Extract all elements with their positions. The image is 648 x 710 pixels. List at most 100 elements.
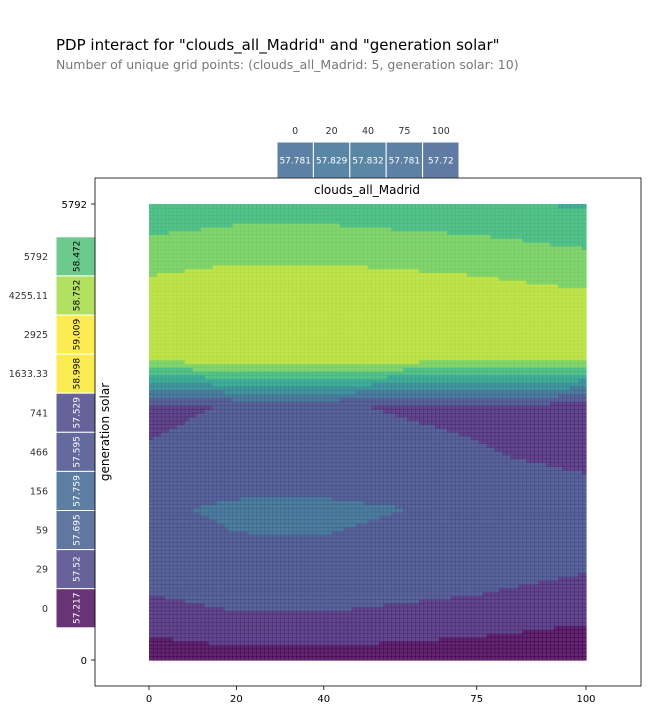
contour-cell [264, 223, 269, 228]
contour-cell [184, 572, 190, 577]
contour-cell [288, 245, 293, 251]
contour-cell [303, 500, 309, 505]
contour-cell [212, 397, 218, 403]
contour-cell [212, 481, 218, 486]
contour-cell [216, 530, 222, 536]
contour-cell [152, 534, 158, 539]
contour-cell [228, 633, 234, 638]
contour-cell [295, 603, 301, 608]
contour-cell [180, 435, 186, 441]
contour-cell [276, 527, 281, 532]
contour-cell [268, 424, 273, 429]
contour-cell [280, 409, 285, 414]
contour-cell [192, 405, 198, 410]
contour-cell [156, 261, 162, 266]
contour-cell [307, 352, 313, 357]
contour-cell [212, 344, 218, 349]
contour-cell [292, 204, 297, 209]
contour-cell [200, 454, 206, 460]
contour-cell [280, 215, 285, 220]
contour-cell [212, 629, 218, 634]
contour-cell [192, 352, 198, 357]
contour-cell [164, 644, 170, 650]
contour-cell [276, 538, 281, 543]
contour-cell [228, 413, 234, 418]
contour-cell [236, 633, 241, 638]
contour-cell [180, 318, 186, 323]
contour-cell [152, 363, 158, 368]
contour-cell [160, 534, 166, 539]
contour-cell [240, 405, 245, 410]
contour-cell [240, 318, 245, 323]
contour-cell [307, 397, 313, 403]
contour-cell [288, 219, 293, 224]
contour-cell [180, 610, 186, 615]
contour-cell [307, 325, 313, 330]
contour-cell [188, 435, 194, 441]
contour-cell [307, 318, 313, 323]
contour-cell [252, 603, 257, 608]
contour-cell [216, 432, 222, 437]
top-marginal-value: 57.829 [316, 157, 348, 167]
contour-cell [224, 553, 230, 558]
contour-cell [284, 508, 289, 513]
contour-cell [228, 492, 234, 498]
contour-cell [240, 447, 245, 452]
contour-cell [168, 508, 174, 513]
contour-cell [212, 242, 218, 247]
contour-cell [299, 295, 305, 300]
contour-cell [260, 211, 265, 216]
contour-cell [236, 371, 241, 376]
contour-cell [216, 287, 222, 292]
contour-cell [160, 375, 166, 380]
contour-cell [303, 473, 309, 479]
contour-cell [260, 454, 265, 460]
contour-cell [200, 549, 206, 555]
contour-cell [292, 637, 297, 642]
contour-cell [256, 542, 261, 547]
contour-cell [240, 443, 245, 448]
contour-cell [244, 314, 249, 319]
contour-cell [156, 652, 162, 657]
contour-cell [172, 652, 178, 657]
contour-cell [311, 606, 317, 612]
contour-cell [152, 648, 158, 653]
contour-cell [184, 215, 190, 220]
contour-cell [252, 204, 257, 209]
contour-cell [216, 219, 222, 224]
contour-cell [284, 409, 289, 414]
contour-cell [156, 633, 162, 638]
contour-cell [303, 625, 309, 631]
contour-cell [276, 591, 281, 596]
contour-cell [160, 333, 166, 338]
contour-cell [216, 618, 222, 623]
contour-cell [260, 302, 265, 308]
contour-cell [240, 280, 245, 285]
contour-cell [276, 652, 281, 657]
contour-cell [276, 515, 281, 520]
contour-cell [224, 500, 230, 505]
contour-cell [212, 432, 218, 437]
contour-cell [244, 451, 249, 456]
contour-cell [284, 458, 289, 463]
contour-cell [152, 549, 158, 555]
contour-cell [244, 500, 249, 505]
contour-cell [307, 565, 313, 570]
contour-cell [188, 466, 194, 471]
contour-cell [160, 367, 166, 372]
contour-cell [180, 253, 186, 258]
contour-cell [188, 337, 194, 342]
contour-cell [272, 291, 277, 296]
contour-cell [292, 633, 297, 638]
contour-cell [192, 546, 198, 551]
contour-cell [152, 268, 158, 273]
contour-cell [188, 253, 194, 258]
contour-cell [268, 428, 273, 433]
contour-cell [224, 508, 230, 513]
contour-cell [220, 527, 226, 532]
contour-cell [208, 211, 214, 216]
contour-cell [196, 454, 202, 460]
contour-cell [303, 652, 309, 657]
contour-cell [200, 242, 206, 247]
contour-cell [204, 542, 210, 547]
